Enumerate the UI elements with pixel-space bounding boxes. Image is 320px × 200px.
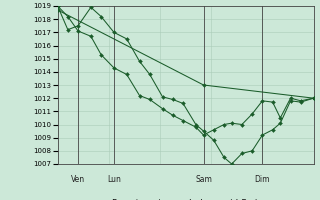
Text: Dim: Dim [255,175,270,184]
Text: Pression niveau de la mer( hPa ): Pression niveau de la mer( hPa ) [112,199,259,200]
Text: Sam: Sam [195,175,212,184]
Text: Ven: Ven [71,175,85,184]
Text: Lun: Lun [107,175,121,184]
